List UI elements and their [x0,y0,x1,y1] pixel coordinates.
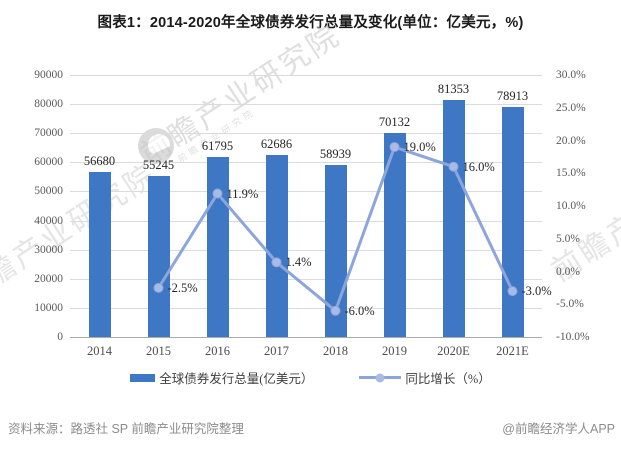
gridline [70,249,542,251]
gridline [70,307,542,309]
line-marker [153,282,164,293]
bar-value-label: 78913 [496,89,529,104]
gridline [70,162,542,164]
y-tick-label: 90000 [34,69,63,81]
line-value-label: -3.0% [521,284,552,299]
y-tick-label: 25.0% [556,101,586,114]
x-tick-label: 2015 [146,344,171,358]
y-tick-label: -5.0% [556,298,584,311]
y-tick-label: 0.0% [556,265,580,278]
line-value-label: 16.0% [462,159,495,174]
line-value-label: -6.0% [344,303,375,318]
line-value-label: 19.0% [403,140,436,155]
y-tick-label: 70000 [34,127,63,140]
y-tick-label: 20.0% [556,134,586,147]
source-note: 资料来源：路透社 SP 前瞻产业研究院整理 [8,422,244,436]
bar [265,154,288,337]
y-tick-label: 15.0% [556,167,586,180]
gridline [70,278,542,280]
bar [147,176,170,337]
gridline [70,75,542,76]
y-tick-label: 80000 [34,98,63,111]
y-tick-label: 10.0% [556,200,586,212]
y-tick-label: 30000 [34,243,63,256]
bar-value-label: 81353 [437,82,470,97]
x-tick-label: 2019 [382,344,407,358]
brand-credit: @前瞻经济学人APP [502,422,615,436]
x-tick-label: 2020E [437,344,470,358]
legend: 全球债券发行总量(亿美元） 同比增长（%） [0,368,621,387]
chart-title: 图表1：2014-2020年全球债券发行总量及变化(单位：亿美元，%) [97,15,524,31]
bar [442,100,465,337]
y-tick-label: 30.0% [556,69,586,81]
line-marker [507,286,518,297]
line-marker [448,161,459,172]
bar-value-label: 61795 [201,139,234,154]
legend-bar-swatch-icon [130,373,156,382]
bar [88,172,111,337]
gridline [70,104,542,106]
footer: 资料来源：路透社 SP 前瞻产业研究院整理 @前瞻经济学人APP [8,418,615,437]
y-tick-label: 40000 [34,214,63,227]
y-tick-label: 20000 [34,272,63,285]
line-marker [212,188,223,199]
line-value-label: -2.5% [167,280,198,295]
y-tick-label: 50000 [34,185,63,198]
x-tick-label: 2018 [323,344,348,358]
y-tick-label: 5.0% [556,232,580,245]
y-tick-label: 10000 [34,301,63,314]
bar [383,132,406,337]
x-tick-label: 2016 [205,344,230,358]
bar-value-label: 56680 [83,154,116,168]
bar-value-label: 62686 [260,136,293,151]
line-marker [271,257,282,268]
plot-area: 56680 55245 61795 62686 58939 70132 81353 78913… [70,75,552,338]
x-tick-label: 2014 [87,344,112,358]
legend-line-swatch-icon [359,373,402,382]
legend-line-dot-icon [375,373,385,382]
bar-value-label: 58939 [319,147,352,162]
bar-value-label: 70132 [378,114,411,129]
line-path [157,145,514,313]
legend-line-label: 同比增长（%） [405,372,491,386]
gridline [70,133,542,135]
line-marker [330,305,341,316]
line-value-label: 11.9% [226,186,259,201]
x-tick-label: 2021E [496,344,529,358]
legend-item-line: 同比增长（%） [359,368,491,387]
gridline [70,220,542,222]
y-tick-label: -10.0% [556,331,590,343]
line-value-label: 1.4% [285,255,312,270]
gridline [70,191,542,193]
line-series [153,142,518,316]
x-tick-label: 2017 [264,344,289,358]
legend-item-bars: 全球债券发行总量(亿美元） [130,368,313,387]
legend-bar-label: 全球债券发行总量(亿美元） [159,372,314,386]
gridline [70,337,542,338]
bar-value-label: 55245 [142,158,175,173]
y-tick-label: 60000 [34,156,63,169]
line-marker [389,142,400,153]
y-tick-label: 0 [57,331,63,343]
